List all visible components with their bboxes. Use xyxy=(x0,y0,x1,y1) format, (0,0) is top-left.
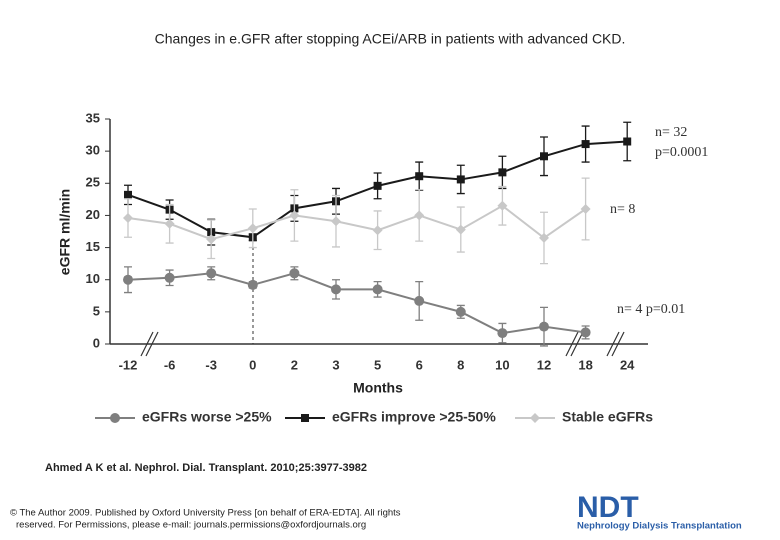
marker xyxy=(247,223,258,234)
marker xyxy=(539,232,549,243)
marker xyxy=(331,284,341,295)
x-tick-label: 5 xyxy=(374,357,381,372)
copyright: © The Author 2009. Published by Oxford U… xyxy=(10,508,401,519)
marker xyxy=(623,137,632,146)
citation: Ahmed A K et al. Nephrol. Dial. Transpla… xyxy=(45,462,367,474)
marker xyxy=(581,140,590,149)
marker xyxy=(301,414,309,422)
logo-title: NDT xyxy=(577,491,639,524)
marker xyxy=(124,190,132,199)
y-tick-label: 20 xyxy=(86,207,100,222)
marker xyxy=(372,284,383,295)
annotation: p=0.0001 xyxy=(655,145,708,160)
copyright: reserved. For Permissions, please e-mail… xyxy=(16,520,366,531)
marker xyxy=(455,306,466,317)
y-axis-label: eGFR ml/min xyxy=(57,189,73,275)
x-tick-label: 0 xyxy=(249,357,256,372)
x-tick-label: 2 xyxy=(291,357,298,372)
marker xyxy=(580,327,591,338)
marker xyxy=(123,213,133,223)
marker xyxy=(580,204,591,214)
x-tick-label: 18 xyxy=(578,357,592,372)
x-tick-label: -6 xyxy=(164,357,176,372)
x-tick-label: 24 xyxy=(620,357,635,372)
y-tick-label: 10 xyxy=(86,271,100,286)
marker xyxy=(206,234,217,245)
marker xyxy=(164,272,175,283)
marker xyxy=(110,413,120,423)
x-tick-label: 6 xyxy=(416,357,423,372)
y-tick-label: 0 xyxy=(93,335,100,350)
marker xyxy=(123,274,133,285)
y-tick-label: 15 xyxy=(86,239,100,254)
marker xyxy=(206,268,217,279)
marker xyxy=(530,413,540,423)
annotation: n= 8 xyxy=(610,202,635,217)
x-axis-label: Months xyxy=(353,380,403,396)
annotation: n= 32 xyxy=(655,125,687,140)
marker xyxy=(497,200,508,211)
marker xyxy=(164,218,175,229)
y-tick-label: 5 xyxy=(93,303,100,318)
marker xyxy=(497,328,508,339)
x-tick-label: 3 xyxy=(332,357,339,372)
x-tick-label: 12 xyxy=(537,357,551,372)
marker xyxy=(414,295,425,306)
x-tick-label: -12 xyxy=(119,357,138,372)
chart-title: Changes in e.GFR after stopping ACEi/ARB… xyxy=(155,31,626,47)
legend-label: Stable eGFRs xyxy=(562,409,653,425)
y-tick-label: 25 xyxy=(86,175,100,190)
marker xyxy=(456,175,465,184)
legend-label: eGFRs worse >25% xyxy=(142,409,272,425)
marker xyxy=(289,210,300,221)
marker xyxy=(331,216,341,227)
marker xyxy=(289,268,300,279)
legend-label: eGFRs improve >25-50% xyxy=(332,409,496,425)
y-tick-label: 30 xyxy=(86,143,100,158)
marker xyxy=(373,181,382,190)
marker xyxy=(372,225,383,236)
x-tick-label: 8 xyxy=(457,357,464,372)
marker xyxy=(540,152,548,161)
marker xyxy=(414,210,425,221)
marker xyxy=(247,279,258,290)
marker xyxy=(539,321,549,332)
marker xyxy=(455,224,466,235)
marker xyxy=(498,168,507,177)
annotation: n= 4 p=0.01 xyxy=(617,302,685,317)
x-tick-label: 10 xyxy=(495,357,509,372)
series-line xyxy=(127,204,587,241)
logo-subtitle: Nephrology Dialysis Transplantation xyxy=(577,521,742,532)
axis-break xyxy=(140,331,625,357)
y-tick-label: 35 xyxy=(86,110,100,125)
x-tick-label: -3 xyxy=(205,357,217,372)
marker xyxy=(415,172,424,181)
series-line xyxy=(127,272,586,335)
